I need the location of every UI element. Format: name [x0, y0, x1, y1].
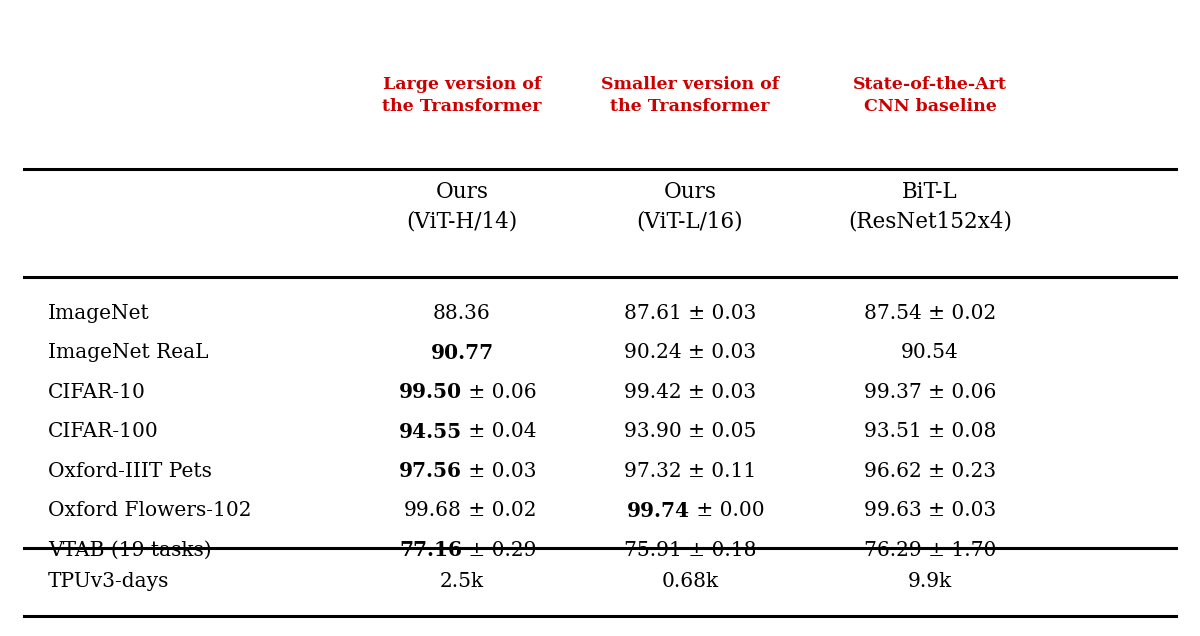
- Text: 2.5k: 2.5k: [440, 572, 484, 591]
- Text: 87.54 ± 0.02: 87.54 ± 0.02: [864, 304, 996, 323]
- Text: 97.56: 97.56: [398, 461, 462, 481]
- Text: ImageNet ReaL: ImageNet ReaL: [48, 343, 209, 363]
- Text: State-of-the-Art
CNN baseline: State-of-the-Art CNN baseline: [853, 76, 1007, 115]
- Text: ± 0.00: ± 0.00: [690, 501, 764, 520]
- Text: 90.54: 90.54: [901, 343, 959, 363]
- Text: 88.36: 88.36: [433, 304, 491, 323]
- Text: CIFAR-100: CIFAR-100: [48, 422, 158, 441]
- Text: 96.62 ± 0.23: 96.62 ± 0.23: [864, 462, 996, 481]
- Text: Large version of
the Transformer: Large version of the Transformer: [383, 76, 541, 115]
- Text: 99.50: 99.50: [398, 382, 462, 403]
- Text: 93.51 ± 0.08: 93.51 ± 0.08: [864, 422, 996, 441]
- Text: CIFAR-10: CIFAR-10: [48, 383, 146, 402]
- Text: 77.16: 77.16: [398, 540, 462, 560]
- Text: 99.42 ± 0.03: 99.42 ± 0.03: [624, 383, 756, 402]
- Text: 94.55: 94.55: [398, 422, 462, 442]
- Text: 93.90 ± 0.05: 93.90 ± 0.05: [624, 422, 756, 441]
- Text: 99.68: 99.68: [404, 501, 462, 520]
- Text: TPUv3-days: TPUv3-days: [48, 572, 169, 591]
- Text: 99.63 ± 0.03: 99.63 ± 0.03: [864, 501, 996, 520]
- Text: BiT-L
(ResNet152x4): BiT-L (ResNet152x4): [848, 181, 1012, 232]
- Text: Ours
(ViT-L/16): Ours (ViT-L/16): [637, 181, 743, 232]
- Text: ± 0.04: ± 0.04: [462, 422, 536, 441]
- Text: 90.77: 90.77: [431, 343, 493, 363]
- Text: 76.29 ± 1.70: 76.29 ± 1.70: [864, 541, 996, 560]
- Text: 90.24 ± 0.03: 90.24 ± 0.03: [624, 343, 756, 363]
- Text: 0.68k: 0.68k: [661, 572, 719, 591]
- Text: ± 0.29: ± 0.29: [462, 541, 536, 560]
- Text: ImageNet: ImageNet: [48, 304, 150, 323]
- Text: Oxford Flowers-102: Oxford Flowers-102: [48, 501, 252, 520]
- Text: ± 0.02: ± 0.02: [462, 501, 536, 520]
- Text: Ours
(ViT-H/14): Ours (ViT-H/14): [407, 181, 517, 232]
- Text: ± 0.06: ± 0.06: [462, 383, 536, 402]
- Text: 9.9k: 9.9k: [908, 572, 952, 591]
- Text: 99.74: 99.74: [626, 501, 690, 521]
- Text: Smaller version of
the Transformer: Smaller version of the Transformer: [601, 76, 779, 115]
- Text: VTAB (19 tasks): VTAB (19 tasks): [48, 541, 211, 560]
- Text: ± 0.03: ± 0.03: [462, 462, 536, 481]
- Text: 87.61 ± 0.03: 87.61 ± 0.03: [624, 304, 756, 323]
- Text: 97.32 ± 0.11: 97.32 ± 0.11: [624, 462, 756, 481]
- Text: 75.91 ± 0.18: 75.91 ± 0.18: [624, 541, 756, 560]
- Text: Oxford-IIIT Pets: Oxford-IIIT Pets: [48, 462, 212, 481]
- Text: 99.37 ± 0.06: 99.37 ± 0.06: [864, 383, 996, 402]
